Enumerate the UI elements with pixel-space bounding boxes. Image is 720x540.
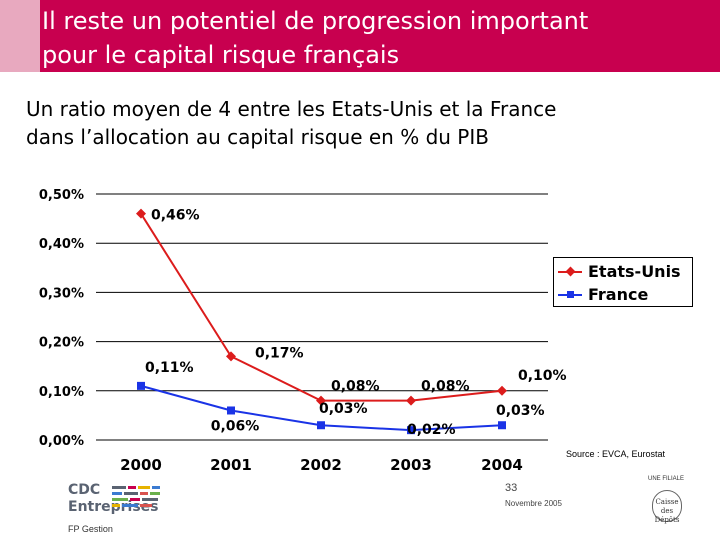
x-tick-label: 2003 xyxy=(390,456,432,474)
data-label: 0,10% xyxy=(518,368,567,384)
x-tick-label: 2000 xyxy=(120,456,162,474)
data-label: 0,46% xyxy=(151,208,200,224)
title-accent xyxy=(0,0,40,72)
source-note: Source : EVCA, Eurostat xyxy=(566,449,666,459)
data-point-square xyxy=(137,381,145,390)
subtitle-line-1: Un ratio moyen de 4 entre les Etats-Unis… xyxy=(26,97,557,121)
data-label: 0,06% xyxy=(211,418,260,434)
data-label: 0,03% xyxy=(319,401,368,417)
y-tick-label: 0,20% xyxy=(39,336,84,351)
square-marker-icon xyxy=(567,291,574,298)
legend-label-etats-unis: Etats-Unis xyxy=(588,262,681,281)
y-tick-label: 0,30% xyxy=(39,286,84,301)
series-line-etats-unis xyxy=(140,213,503,402)
data-point-diamond xyxy=(136,208,146,219)
legend-item-etats-unis: Etats-Unis xyxy=(554,261,694,283)
logo-name-line-1: CDC xyxy=(68,482,101,498)
data-point-diamond xyxy=(226,351,236,362)
legend-label-france: France xyxy=(588,285,649,304)
chart-axes: 0,00% 0,10% 0,20% 0,30% 0,40% 0,50% 2000 2001 20… xyxy=(39,188,548,474)
partner-label: UNE FILIALE xyxy=(648,476,685,482)
logo-subtitle: FP Gestion xyxy=(68,524,113,534)
page-subtitle: Un ratio moyen de 4 entre les Etats-Unis… xyxy=(26,95,706,151)
data-point-square xyxy=(498,421,506,430)
data-label: 0,03% xyxy=(496,403,545,419)
partner-badge: Caisse des Dépôts xyxy=(652,490,682,524)
x-tick-label: 2002 xyxy=(300,456,342,474)
data-label: 0,02% xyxy=(407,422,456,438)
data-point-diamond xyxy=(316,395,326,406)
chart-grid xyxy=(96,193,548,392)
data-point-square xyxy=(227,406,235,415)
title-bar xyxy=(0,0,720,72)
title-line-1: Il reste un potentiel de progression imp… xyxy=(42,7,589,35)
logo-stripes-icon xyxy=(112,486,160,507)
y-tick-label: 0,10% xyxy=(39,385,84,400)
data-label: 0,17% xyxy=(255,345,304,361)
y-tick-label: 0,50% xyxy=(39,188,84,203)
chart-data-labels: 0,46% 0,17% 0,08% 0,08% 0,10% 0,11% 0,06% 0,03%… xyxy=(145,208,567,438)
y-tick-label: 0,40% xyxy=(39,237,84,252)
page-number: 33 xyxy=(505,482,518,494)
subtitle-line-2: dans l’allocation au capital risque en %… xyxy=(26,125,489,149)
data-point-diamond xyxy=(497,385,507,396)
data-point-square xyxy=(317,421,325,430)
page-title: Il reste un potentiel de progression imp… xyxy=(42,4,712,72)
chart-legend: Etats-Unis France xyxy=(553,257,693,307)
y-tick-label: 0,00% xyxy=(39,434,84,449)
x-tick-label: 2001 xyxy=(210,456,252,474)
caisse-des-depots-logo: UNE FILIALE Caisse des Dépôts xyxy=(648,476,688,526)
data-point-square xyxy=(407,426,415,435)
chart-series xyxy=(136,208,507,435)
data-label: 0,08% xyxy=(421,379,470,395)
line-chart: 0,00% 0,10% 0,20% 0,30% 0,40% 0,50% 2000 2001 20… xyxy=(39,188,567,474)
page-date: Novembre 2005 xyxy=(505,499,562,508)
data-point-diamond xyxy=(406,395,416,406)
title-line-2: pour le capital risque français xyxy=(42,41,400,69)
x-tick-label: 2004 xyxy=(481,456,523,474)
diamond-marker-icon xyxy=(565,266,576,277)
cdc-entreprises-logo: CDC Entreprises FP Gestion xyxy=(68,482,178,540)
legend-item-france: France xyxy=(554,284,694,306)
data-label: 0,08% xyxy=(331,379,380,395)
data-label: 0,11% xyxy=(145,360,194,376)
